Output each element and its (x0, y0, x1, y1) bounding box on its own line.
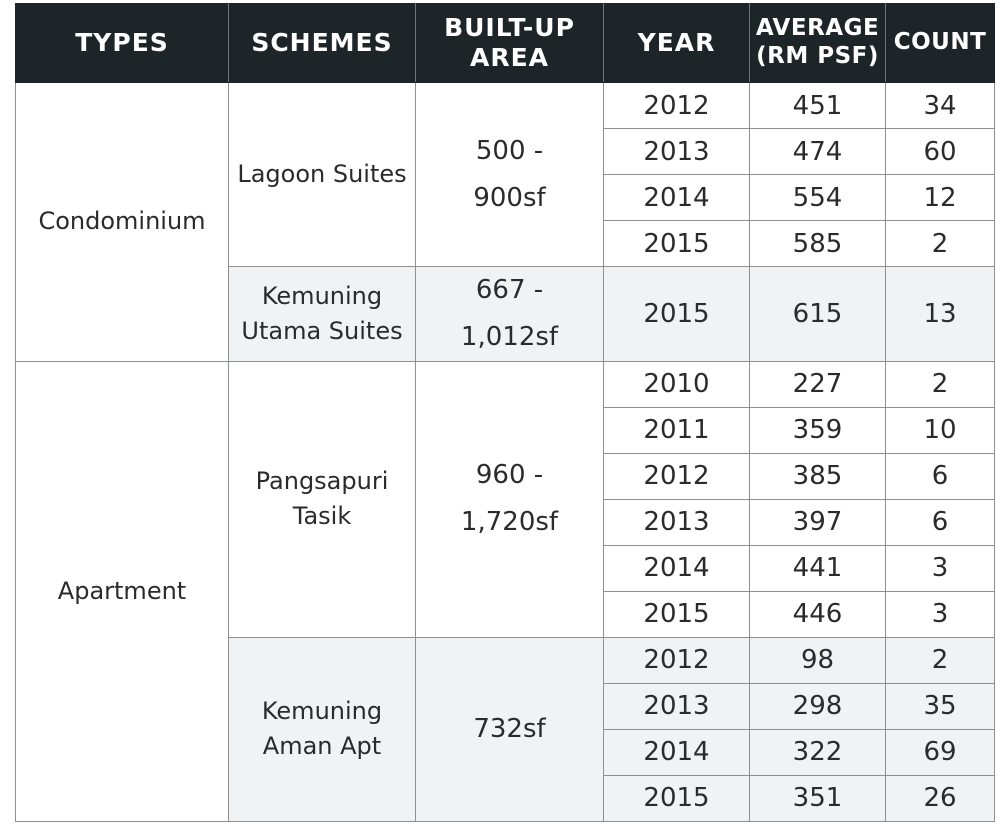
text-line: AVERAGE (755, 15, 880, 42)
table-row: 2012 385 6 (16, 452, 995, 500)
year-cell: 2013 (603, 498, 750, 546)
text-line: Lagoon Suites (237, 160, 407, 189)
average-cell: 451 (749, 82, 886, 129)
count-cell: 3 (885, 590, 995, 638)
text-line: TYPES (75, 28, 169, 57)
table-row: Kemuning Aman Apt 732sf 2012 98 2 (16, 636, 995, 822)
average-cell: 98 (749, 636, 886, 684)
table-row: 2013 474 60 (16, 128, 995, 175)
average-cell: 359 (749, 406, 886, 454)
count-cell: 13 (885, 266, 995, 362)
scheme-cell: Pangsapuri Tasik (228, 360, 416, 638)
scheme-cell: Kemuning Utama Suites (228, 266, 416, 362)
average-cell: 227 (749, 360, 886, 408)
text-line: Aman Apt (262, 732, 382, 761)
text-line: (RM PSF) (756, 43, 879, 69)
header-schemes: SCHEMES (228, 3, 416, 83)
year-cell: 2014 (603, 728, 750, 776)
count-cell: 2 (885, 636, 995, 684)
header-year: YEAR (603, 3, 750, 83)
average-cell: 441 (749, 544, 886, 592)
text-line: 1,012sf (460, 321, 559, 352)
table-row: Condominium Lagoon Suites 500 - 900sf 2012 45… (15, 82, 995, 362)
average-cell: 446 (749, 590, 886, 638)
table-row: 2015 446 3 (16, 590, 995, 638)
average-cell: 397 (749, 498, 886, 546)
count-cell: 10 (885, 406, 995, 454)
average-cell: 615 (749, 266, 886, 362)
year-cell: 2015 (603, 266, 750, 362)
text-line: 900sf (473, 182, 546, 213)
count-cell: 2 (885, 220, 995, 267)
table-header: TYPES SCHEMES BUILT-UP AREA YEAR AVERAGE(… (15, 3, 995, 83)
text-line: Tasik (292, 502, 352, 531)
count-cell: 60 (885, 128, 995, 175)
table-row: Apartment Pangsapuri Tasik 960 - 1,720sf 2010… (15, 360, 995, 822)
count-cell: 34 (885, 82, 995, 129)
text-line: Kemuning (261, 697, 383, 726)
header-built-up-area: BUILT-UP AREA (415, 3, 604, 83)
count-cell: 35 (885, 682, 995, 730)
header-row: TYPES SCHEMES BUILT-UP AREA YEAR AVERAGE(… (15, 3, 995, 83)
average-cell: 554 (749, 174, 886, 221)
table-row: 2015 585 2 (16, 220, 995, 267)
text-line: 732sf (473, 713, 546, 744)
year-cell: 2010 (603, 360, 750, 408)
average-cell: 474 (749, 128, 886, 175)
table-row: 2013 397 6 (16, 498, 995, 546)
table-body: Condominium Lagoon Suites 500 -900sf 2012 45… (15, 82, 995, 822)
year-cell: 2014 (603, 544, 750, 592)
header-types: TYPES (15, 3, 229, 83)
year-cell: 2012 (603, 82, 750, 129)
header-average: AVERAGE (RM PSF) (749, 3, 886, 83)
year-cell: 2011 (603, 406, 750, 454)
average-cell: 351 (749, 774, 886, 822)
text-line: Kemuning (261, 282, 383, 310)
table-row: 2014 322 69 (16, 728, 995, 776)
text-line: 1,720sf (460, 507, 559, 538)
type-cell: Apartment (15, 360, 229, 822)
type-cell: Condominium (15, 82, 229, 362)
built-up-area-cell: 960 - 1,720sf (415, 360, 604, 638)
year-cell: 2013 (603, 682, 750, 730)
count-cell: 26 (885, 774, 995, 822)
text-line: 960 - (475, 460, 544, 491)
count-cell: 6 (885, 498, 995, 546)
text-line: YEAR (637, 28, 716, 57)
table-row: 2015 351 26 (16, 774, 995, 822)
text-line: 667 - (475, 275, 544, 305)
average-cell: 298 (749, 682, 886, 730)
text-line: Utama Suites (241, 316, 403, 345)
count-cell: 3 (885, 544, 995, 592)
year-cell: 2012 (603, 452, 750, 500)
count-cell: 12 (885, 174, 995, 221)
year-cell: 2014 (603, 174, 750, 221)
built-up-area-cell: 732sf (415, 636, 604, 822)
text-line: SCHEMES (251, 28, 393, 57)
year-cell: 2015 (603, 774, 750, 822)
header-count: COUNT (885, 3, 995, 83)
scheme-cell: Lagoon Suites (228, 82, 416, 267)
year-cell: 2013 (603, 128, 750, 175)
table-row: Kemuning Utama Suites 667 - 1,012sf 2015 615 1… (16, 266, 995, 362)
built-up-area-cell: 500 - 900sf (415, 82, 604, 267)
count-cell: 69 (885, 728, 995, 776)
year-cell: 2012 (603, 636, 750, 684)
table-row: 2014 441 3 (16, 544, 995, 592)
count-cell: 6 (885, 452, 995, 500)
count-cell: 2 (885, 360, 995, 408)
scheme-cell: Kemuning Aman Apt (228, 636, 416, 822)
built-up-area-cell: 667 - 1,012sf (415, 266, 604, 362)
text-line: AREA (469, 43, 550, 72)
average-cell: 385 (749, 452, 886, 500)
text-line: 500 - (475, 135, 544, 166)
transactions-table: TYPES SCHEMES BUILT-UP AREA YEAR AVERAGE(… (15, 3, 995, 822)
year-cell: 2015 (603, 590, 750, 638)
year-cell: 2015 (603, 220, 750, 267)
text-line: COUNT (893, 29, 987, 56)
average-cell: 585 (749, 220, 886, 267)
average-cell: 322 (749, 728, 886, 776)
text-line: Pangsapuri (255, 467, 389, 496)
text-line: BUILT-UP (444, 13, 575, 42)
